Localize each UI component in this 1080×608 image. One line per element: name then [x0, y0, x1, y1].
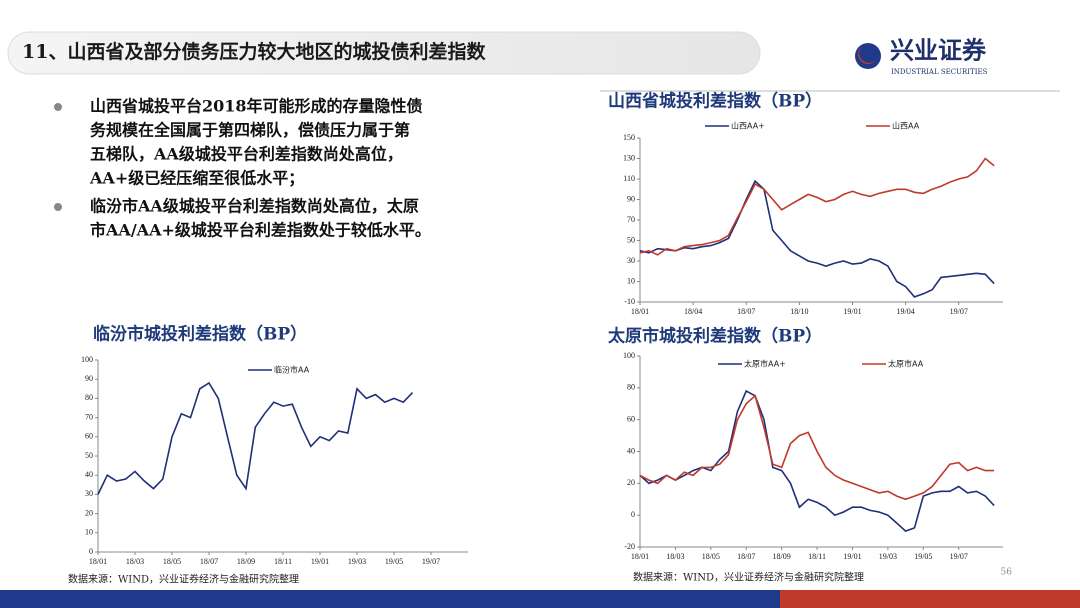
x-tick-label: 19/05 [914, 552, 932, 561]
y-tick-label: 0 [89, 547, 93, 556]
x-tick-label: 18/01 [631, 552, 649, 561]
x-tick-label: 18/05 [163, 557, 181, 566]
bullet-text: 务规模在全国属于第四梯队，偿债压力属于第 [90, 121, 410, 140]
series-line [97, 381, 414, 495]
source-note: 数据来源：WIND，兴业证券经济与金融研究院整理 [633, 571, 864, 584]
x-tick-label: 19/01 [843, 552, 861, 561]
y-tick-label: 110 [623, 174, 635, 183]
x-tick-label: 18/04 [684, 307, 702, 316]
y-tick-label: 30 [627, 256, 635, 265]
x-tick-label: 19/04 [896, 307, 914, 316]
y-tick-label: 0 [631, 510, 635, 519]
bullet-text: 临汾市AA级城投平台利差指数尚处高位，太原 [90, 197, 419, 216]
y-tick-label: 100 [623, 351, 635, 360]
x-tick-label: 19/01 [843, 307, 861, 316]
series-line [639, 394, 995, 501]
logo-en: INDUSTRIAL SECURITIES [891, 68, 988, 76]
y-tick-label: 10 [85, 528, 93, 537]
bullet-text: 山西省城投平台2018年可能形成的存量隐性债 [90, 97, 423, 116]
chart-title: 太原市城投利差指数（BP） [608, 326, 822, 347]
bullet-dot [54, 203, 62, 211]
x-tick-label: 18/03 [126, 557, 144, 566]
legend-label: 山西AA [892, 121, 920, 131]
source-note: 数据来源：WIND，兴业证券经济与金融研究院整理 [68, 573, 299, 586]
y-tick-label: -10 [624, 297, 635, 306]
legend-label: 太原市AA [888, 359, 924, 369]
x-tick-label: 19/07 [950, 307, 968, 316]
bullet-dot [54, 103, 62, 111]
series-line [639, 157, 995, 256]
x-tick-label: 19/07 [422, 557, 440, 566]
y-tick-label: 80 [85, 393, 93, 402]
x-tick-label: 18/01 [89, 557, 107, 566]
series-line [639, 179, 995, 298]
series-line [639, 389, 995, 533]
y-tick-label: 20 [627, 478, 635, 487]
page-number: 56 [1001, 568, 1013, 578]
x-tick-label: 19/03 [879, 552, 897, 561]
legend-label: 临汾市AA [274, 365, 310, 375]
y-tick-label: 60 [627, 414, 635, 423]
footer-bar [0, 590, 780, 608]
y-tick-label: 70 [85, 412, 93, 421]
y-tick-label: 100 [81, 355, 93, 364]
logo-text: 兴业证券 [890, 36, 987, 65]
x-tick-label: 19/03 [348, 557, 366, 566]
legend-label: 太原市AA+ [744, 359, 786, 369]
chart-title: 临汾市城投利差指数（BP） [93, 324, 307, 345]
x-tick-label: 18/07 [737, 307, 755, 316]
x-tick-label: 18/10 [790, 307, 808, 316]
logo-mark [855, 43, 881, 69]
bullet-text: 五梯队，AA级城投平台利差指数尚处高位， [90, 145, 403, 164]
y-tick-label: 50 [627, 235, 635, 244]
y-tick-label: 80 [627, 383, 635, 392]
y-tick-label: 50 [85, 451, 93, 460]
x-tick-label: 18/11 [808, 552, 826, 561]
x-tick-label: 18/01 [631, 307, 649, 316]
y-tick-label: 40 [627, 446, 635, 455]
bullet-text: AA+级已经压缩至很低水平； [89, 169, 304, 188]
y-tick-label: 150 [623, 133, 635, 142]
y-tick-label: 30 [85, 489, 93, 498]
y-tick-label: 10 [627, 276, 635, 285]
y-tick-label: -20 [624, 542, 635, 551]
x-tick-label: 18/07 [737, 552, 755, 561]
y-tick-label: 20 [85, 508, 93, 517]
x-tick-label: 18/05 [702, 552, 720, 561]
chart-title: 山西省城投利差指数（BP） [608, 91, 822, 112]
x-tick-label: 19/05 [385, 557, 403, 566]
legend-label: 山西AA+ [731, 121, 765, 131]
y-tick-label: 90 [85, 374, 93, 383]
x-tick-label: 18/07 [200, 557, 218, 566]
y-tick-label: 130 [623, 153, 635, 162]
y-tick-label: 90 [627, 194, 635, 203]
x-tick-label: 19/01 [311, 557, 329, 566]
y-tick-label: 70 [627, 215, 635, 224]
y-tick-label: 40 [85, 470, 93, 479]
header-bar [7, 31, 761, 75]
y-tick-label: 60 [85, 432, 93, 441]
x-tick-label: 18/11 [274, 557, 292, 566]
header-title: 11、山西省及部分债务压力较大地区的城投债利差指数 [22, 40, 486, 63]
bullet-text: 市AA/AA+级城投平台利差指数处于较低水平。 [90, 221, 431, 240]
x-tick-label: 19/07 [950, 552, 968, 561]
footer-bar-red [780, 590, 1080, 608]
x-tick-label: 18/09 [237, 557, 255, 566]
x-tick-label: 18/03 [666, 552, 684, 561]
x-tick-label: 18/09 [773, 552, 791, 561]
